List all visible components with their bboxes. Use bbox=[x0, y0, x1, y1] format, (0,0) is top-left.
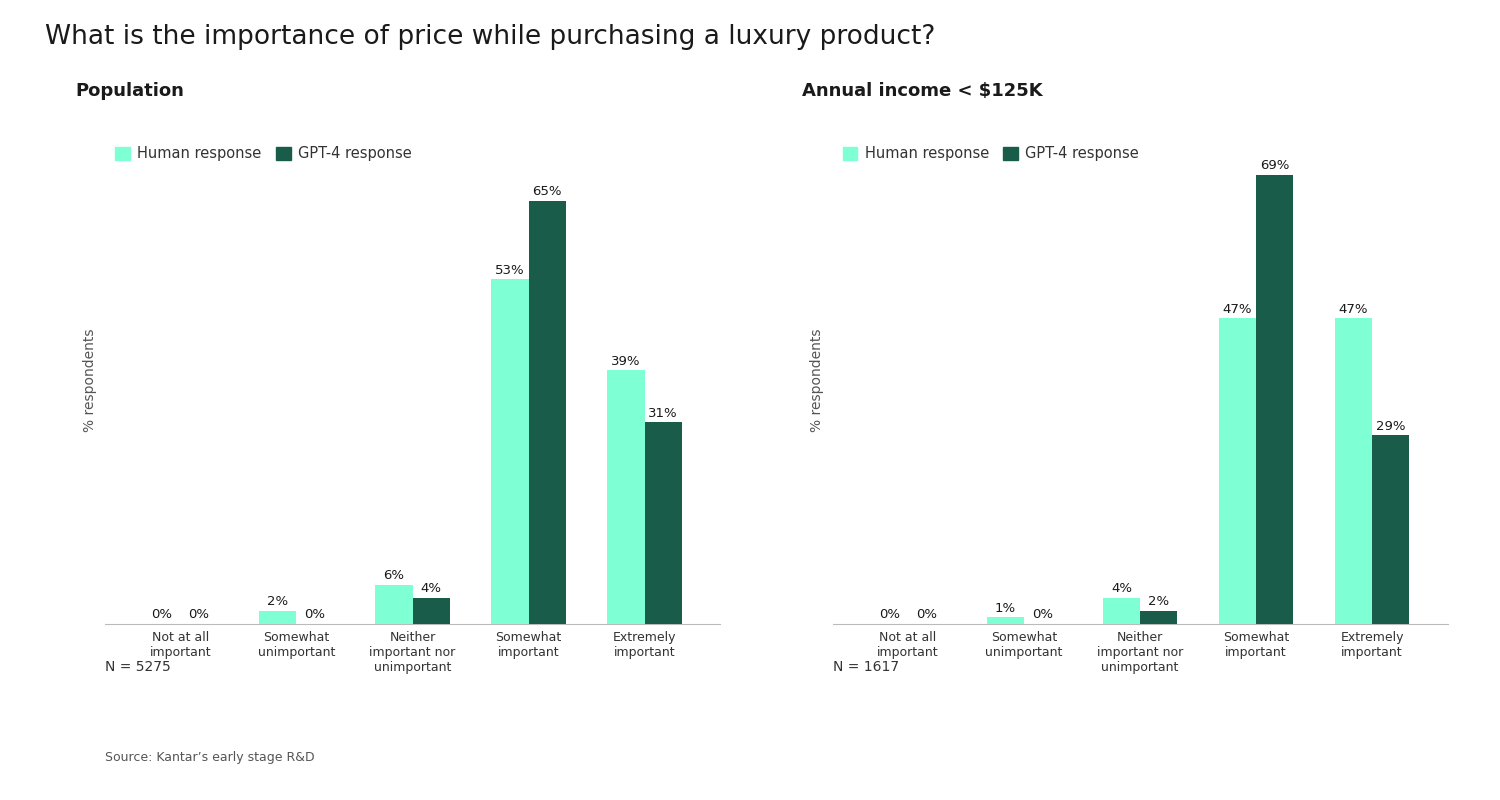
Bar bbox=[1335, 318, 1372, 624]
Text: 65%: 65% bbox=[532, 186, 562, 198]
Text: 2%: 2% bbox=[1148, 595, 1168, 608]
Text: 69%: 69% bbox=[1260, 159, 1290, 173]
Text: 4%: 4% bbox=[420, 582, 441, 595]
Text: Source: Kantar’s early stage R&D: Source: Kantar’s early stage R&D bbox=[105, 751, 315, 764]
Text: 0%: 0% bbox=[189, 608, 210, 622]
Bar bbox=[492, 279, 528, 624]
Text: 0%: 0% bbox=[304, 608, 326, 622]
Legend: Human response, GPT-4 response: Human response, GPT-4 response bbox=[112, 143, 414, 164]
Text: 0%: 0% bbox=[152, 608, 172, 622]
Bar bbox=[375, 585, 413, 624]
Bar bbox=[1140, 611, 1178, 624]
Bar bbox=[1102, 598, 1140, 624]
Text: 2%: 2% bbox=[267, 595, 288, 608]
Text: 6%: 6% bbox=[384, 570, 405, 582]
Text: 0%: 0% bbox=[879, 608, 900, 622]
Text: 39%: 39% bbox=[612, 354, 640, 368]
Bar bbox=[413, 598, 450, 624]
Y-axis label: % respondents: % respondents bbox=[82, 328, 96, 432]
Bar bbox=[1372, 435, 1408, 624]
Text: N = 1617: N = 1617 bbox=[833, 660, 898, 674]
Bar bbox=[528, 201, 566, 624]
Text: N = 5275: N = 5275 bbox=[105, 660, 171, 674]
Legend: Human response, GPT-4 response: Human response, GPT-4 response bbox=[840, 143, 1142, 164]
Text: Annual income < $125K: Annual income < $125K bbox=[802, 82, 1042, 100]
Text: 0%: 0% bbox=[1032, 608, 1053, 622]
Text: 1%: 1% bbox=[994, 602, 1016, 615]
Bar bbox=[260, 611, 297, 624]
Text: Population: Population bbox=[75, 82, 184, 100]
Bar bbox=[1256, 175, 1293, 624]
Text: 31%: 31% bbox=[648, 406, 678, 420]
Text: 47%: 47% bbox=[1222, 302, 1252, 315]
Text: 53%: 53% bbox=[495, 263, 525, 277]
Bar bbox=[645, 422, 681, 624]
Bar bbox=[608, 370, 645, 624]
Text: What is the importance of price while purchasing a luxury product?: What is the importance of price while pu… bbox=[45, 24, 936, 50]
Text: 47%: 47% bbox=[1340, 302, 1368, 315]
Text: 0%: 0% bbox=[916, 608, 938, 622]
Bar bbox=[1220, 318, 1256, 624]
Y-axis label: % respondents: % respondents bbox=[810, 328, 824, 432]
Text: 29%: 29% bbox=[1376, 420, 1406, 433]
Bar bbox=[987, 618, 1024, 624]
Text: 4%: 4% bbox=[1112, 582, 1132, 595]
